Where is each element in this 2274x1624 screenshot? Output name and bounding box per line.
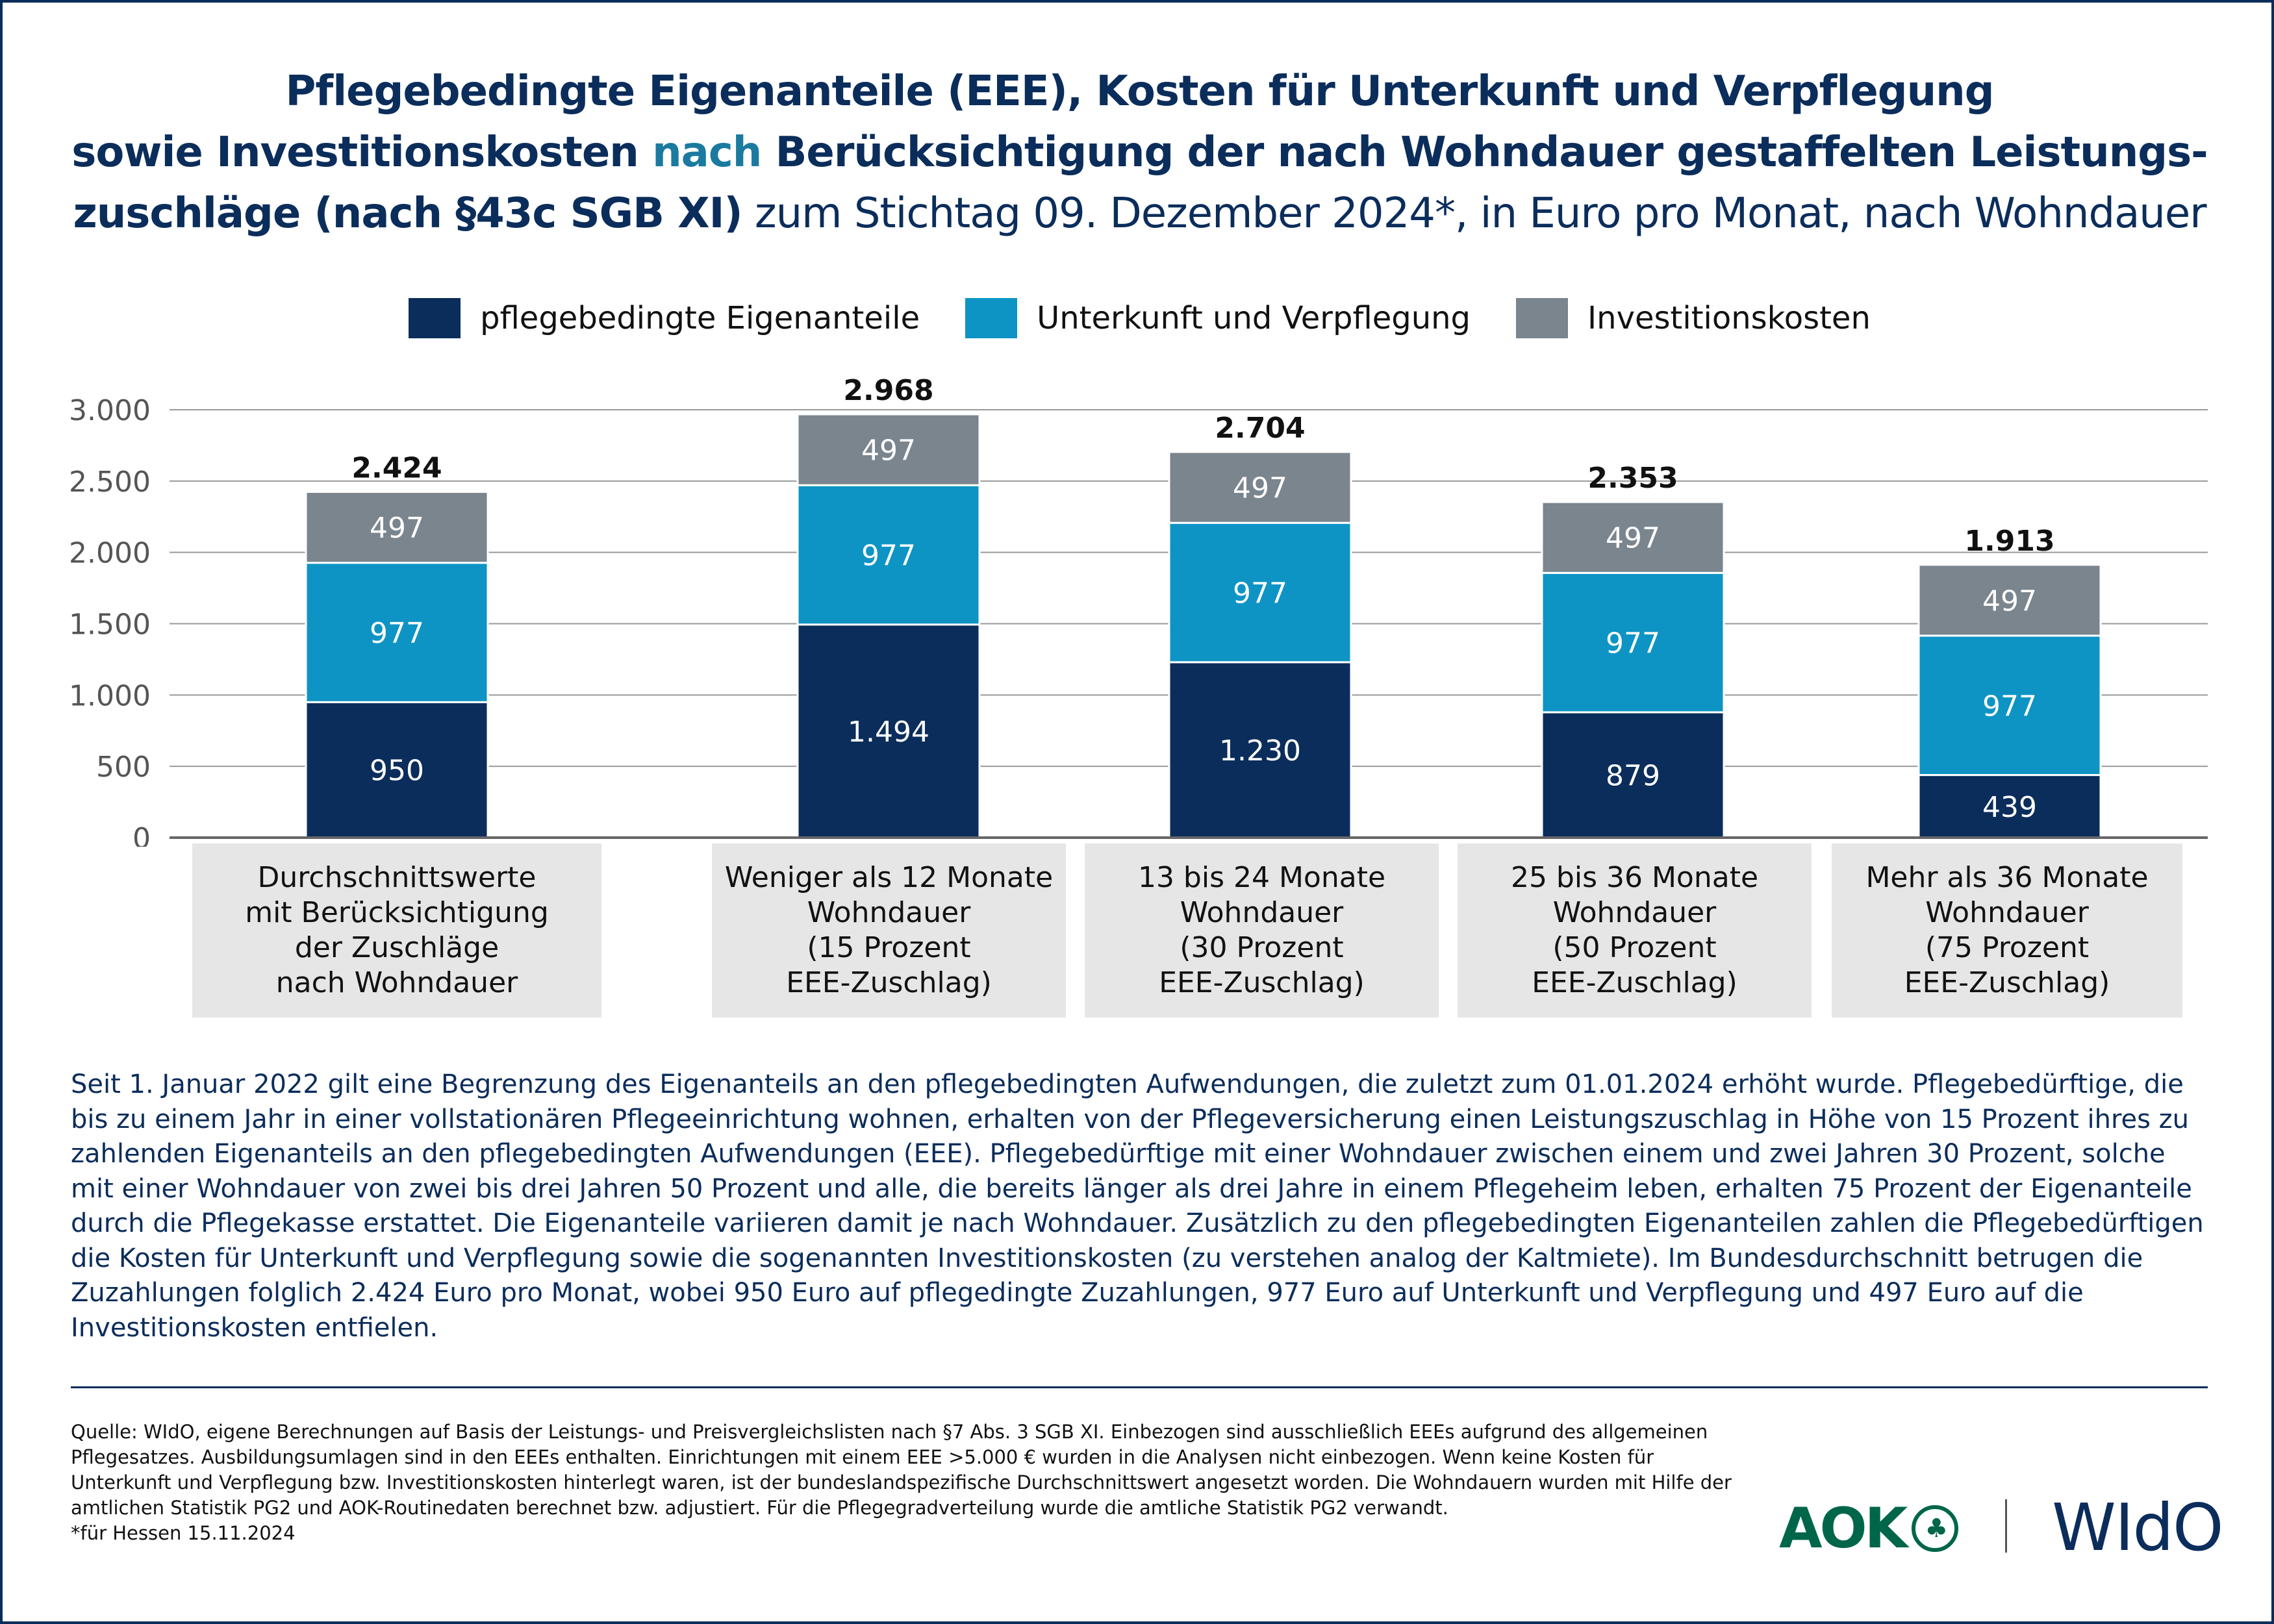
data-label: 977 <box>1606 627 1660 660</box>
legend-item-eee: pflegebedingte Eigenanteile <box>409 298 920 338</box>
data-label: 977 <box>861 540 916 573</box>
aok-logo-text: AOK <box>1779 1496 1908 1561</box>
total-label: 2.424 <box>351 452 442 485</box>
category-label: Weniger als 12 Monate Wohndauer (15 Proz… <box>712 843 1066 1018</box>
legend-item-uv: Unterkunft und Verpflegung <box>965 298 1471 338</box>
legend-swatch-inv <box>1516 298 1569 338</box>
bar-segment <box>1917 634 2102 777</box>
bar-segment <box>1541 571 1725 714</box>
data-label: 497 <box>370 512 424 545</box>
category-label: 13 bis 24 Monate Wohndauer (30 Prozent E… <box>1085 843 1439 1018</box>
legend-label: pflegebedingte Eigenanteile <box>480 300 920 336</box>
y-tick-label: 3.000 <box>69 394 151 427</box>
bar-chart: 0 500 1.000 1.500 2.000 2.500 3.000 950 977 497 2.… <box>69 374 2208 847</box>
legend-swatch-uv <box>965 298 1018 338</box>
data-label: 879 <box>1606 759 1660 792</box>
title-line-2a: sowie Investitionskosten <box>71 129 653 177</box>
total-label: 1.913 <box>1964 525 2054 558</box>
data-label: 1.494 <box>848 716 929 749</box>
legend-item-inv: Investitionskosten <box>1516 298 1871 338</box>
total-label: 2.353 <box>1587 462 1678 495</box>
bar-segment <box>1541 711 1725 839</box>
y-tick-label: 2.500 <box>69 466 151 499</box>
total-label: 2.968 <box>843 374 933 407</box>
bar-segment <box>1168 661 1352 839</box>
wido-logo: WIdO <box>2052 1490 2224 1566</box>
category-label: Durchschnittswerte mit Berücksichtigung … <box>192 843 601 1018</box>
title-line-3-normal: zum Stichtag 09. Dezember 2024*, in Euro… <box>742 190 2207 238</box>
data-label: 497 <box>1982 584 2037 618</box>
title-line-1: Pflegebedingte Eigenanteile (EEE), Koste… <box>285 68 1994 116</box>
explanation-text: Seit 1. Januar 2022 gilt eine Begrenzung… <box>71 1069 2204 1343</box>
data-label: 439 <box>1982 791 2037 824</box>
data-label: 497 <box>1606 522 1660 555</box>
legend-label: Investitionskosten <box>1587 300 1871 336</box>
aok-tree-icon: ♣ <box>1912 1505 1959 1552</box>
legend-label: Unterkunft und Verpflegung <box>1037 300 1471 336</box>
divider <box>71 1386 2208 1388</box>
data-label: 977 <box>370 617 424 650</box>
data-label: 497 <box>1233 472 1287 505</box>
bar-segment <box>1168 521 1352 664</box>
y-tick-label: 2.000 <box>69 537 151 570</box>
chart-title: Pflegebedingte Eigenanteile (EEE), Koste… <box>3 61 2274 244</box>
legend-swatch-eee <box>409 298 461 338</box>
total-label: 2.704 <box>1215 412 1305 445</box>
y-tick-label: 500 <box>96 751 151 784</box>
category-label: 25 bis 36 Monate Wohndauer (50 Prozent E… <box>1458 843 1812 1018</box>
category-label: Mehr als 36 Monate Wohndauer (75 Prozent… <box>1832 843 2182 1018</box>
data-label: 950 <box>370 755 424 788</box>
bar-segment <box>1168 451 1352 524</box>
footer: Quelle: WIdO, eigene Berechnungen auf Ba… <box>71 1419 1760 1546</box>
title-line-2b: Berücksichtigung der nach Wohndauer gest… <box>761 129 2208 177</box>
aok-logo: AOK ♣ <box>1779 1496 1959 1561</box>
data-label: 497 <box>861 434 916 468</box>
title-highlight: nach <box>652 129 762 177</box>
bar-segment <box>1541 501 1725 574</box>
y-tick-label: 1.000 <box>69 679 151 712</box>
bar-segment <box>796 413 981 486</box>
bar-segment <box>796 484 981 626</box>
data-label: 1.230 <box>1219 734 1301 768</box>
bar-segment <box>305 491 489 564</box>
bar-segment <box>1917 564 2102 637</box>
bar-segment <box>305 562 489 703</box>
data-label: 977 <box>1233 577 1287 610</box>
y-tick-label: 1.500 <box>69 608 151 642</box>
date-note: *für Hessen 15.11.2024 <box>71 1522 296 1544</box>
source-note: Quelle: WIdO, eigene Berechnungen auf Ba… <box>71 1421 1732 1519</box>
y-tick-label: 0 <box>133 822 151 847</box>
logo-separator <box>2005 1499 2007 1553</box>
data-label: 977 <box>1982 690 2037 723</box>
bar-segment <box>1917 774 2102 839</box>
legend: pflegebedingte Eigenanteile Unterkunft u… <box>3 298 2274 338</box>
title-line-3-bold: zuschläge (nach §43c SGB XI) <box>73 190 742 238</box>
